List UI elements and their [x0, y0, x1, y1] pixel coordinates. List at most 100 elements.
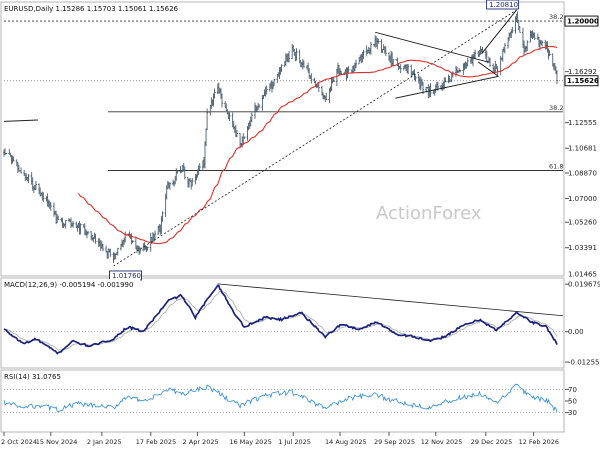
macd-line — [3, 284, 558, 355]
x-tick-label: 14 Aug 2025 — [325, 438, 367, 446]
ohlc-bar — [526, 40, 529, 52]
ohlc-bar — [310, 73, 313, 84]
x-tick-label: 15 Nov 2024 — [36, 438, 78, 446]
macd-title: MACD(12,26,9) -0.005194 -0.001990 — [4, 281, 133, 289]
ohlc-bar — [548, 50, 551, 56]
rsi-line — [3, 383, 558, 413]
y-tick-label: 1.05260 — [568, 219, 597, 227]
ohlc-bar — [354, 59, 358, 69]
ohlc-bar — [541, 40, 544, 47]
chart-title: EURUSD,Daily 1.15286 1.15703 1.15061 1.1… — [4, 5, 179, 13]
ohlc-bar — [466, 57, 469, 67]
channel-upper-line — [375, 31, 488, 63]
level-price-tag: 1.20000 — [564, 15, 599, 27]
ohlc-bar — [459, 69, 462, 73]
channel-breakout-line — [481, 9, 517, 55]
ohlc-bar — [287, 50, 291, 63]
ohlc-bar — [302, 60, 305, 68]
prior-level-segment — [3, 119, 39, 122]
ohlc-bar — [511, 26, 514, 34]
ohlc-bar — [228, 111, 231, 121]
ohlc-bar — [176, 170, 179, 174]
ohlc-bar — [161, 211, 164, 222]
ohlc-bar — [555, 70, 559, 84]
ohlc-bar — [250, 112, 253, 123]
ohlc-bar — [503, 43, 506, 54]
rsi-y-tick-label: 50 — [568, 398, 577, 406]
channel-lower-line — [395, 75, 499, 99]
ohlc-bar — [139, 247, 142, 254]
ohlc-bar — [191, 177, 194, 187]
x-tick-label: 2 Apr 2025 — [183, 438, 219, 446]
ohlc-bar — [444, 77, 447, 83]
ohlc-bar — [243, 136, 246, 139]
ohlc-bar — [183, 166, 186, 180]
ohlc-bar — [34, 180, 38, 190]
ohlc-bar — [116, 247, 119, 256]
macd-panel — [0, 277, 565, 369]
ohlc-bar — [235, 130, 238, 138]
rsi-panel — [0, 369, 565, 433]
y-tick-label: 1.01465 — [568, 271, 597, 279]
ohlc-bar — [280, 64, 283, 72]
ohlc-bar — [86, 231, 90, 235]
channel-close-line — [478, 61, 499, 77]
ohlc-bar — [79, 223, 82, 235]
fib-level-label: 38.2 — [549, 13, 563, 21]
price-box: 1.01760 — [109, 270, 142, 281]
ohlc-bar — [64, 219, 67, 229]
ohlc-bar — [94, 233, 97, 244]
ohlc-bar — [220, 93, 224, 108]
ohlc-bar — [12, 156, 15, 162]
ohlc-bar — [27, 174, 30, 183]
x-tick-label: 16 May 2025 — [229, 438, 271, 446]
last-price-label: 1.15626 — [567, 77, 599, 85]
ohlc-bar — [384, 46, 387, 57]
ohlc-bar — [488, 57, 492, 67]
macd-trendline — [217, 283, 564, 317]
y-tick-label: 1.12555 — [568, 119, 597, 127]
ohlc-bar — [325, 92, 328, 100]
level-price-label: 1.20000 — [567, 18, 599, 26]
ohlc-bar — [213, 88, 216, 99]
x-tick-label: 12 Nov 2025 — [421, 438, 463, 446]
macd-y-tick-label: 0.019679 — [568, 281, 600, 289]
ohlc-bar — [377, 38, 380, 44]
ohlc-bar — [198, 163, 201, 170]
ohlc-bar — [42, 192, 45, 202]
y-tick-label: 1.03391 — [568, 244, 597, 252]
x-tick-label: 29 Sep 2025 — [374, 438, 415, 446]
ohlc-bar — [451, 71, 454, 78]
rsi-y-tick-label: 30 — [568, 409, 577, 417]
ohlc-bar — [340, 70, 343, 75]
last-price-tag: 1.15626 — [564, 75, 599, 87]
ohlc-bar — [533, 32, 536, 41]
ohlc-bar — [265, 85, 268, 95]
x-tick-label: 12 Feb 2026 — [519, 438, 559, 446]
moving-average-line — [77, 45, 558, 245]
y-tick-label: 1.08870 — [568, 169, 597, 177]
price-box-label: 1.01760 — [112, 272, 141, 280]
ohlc-bar — [496, 66, 499, 75]
ohlc-bar — [131, 239, 134, 244]
ohlc-bar — [101, 243, 105, 252]
fib-level-label: 38.2 — [549, 104, 563, 112]
ohlc-bar — [258, 104, 261, 108]
ohlc-bar — [57, 215, 60, 221]
ohlc-bar — [72, 220, 75, 228]
ohlc-bar — [407, 63, 410, 75]
rsi-y-tick-label: 70 — [568, 386, 577, 394]
ohlc-bar — [19, 167, 23, 174]
ohlc-bar — [5, 152, 8, 155]
ohlc-bar — [429, 83, 432, 98]
price-box-label: 1.20810 — [489, 1, 518, 9]
ohlc-bar — [206, 108, 209, 131]
ohlc-bar — [414, 75, 417, 82]
price-panel — [0, 1, 565, 277]
y-tick-label: 1.10681 — [568, 145, 597, 153]
x-tick-label: 17 Feb 2025 — [136, 438, 176, 446]
ohlc-bar — [317, 83, 320, 93]
macd-y-tick-label: 0.00 — [568, 328, 584, 336]
y-tick-label: 1.07000 — [568, 195, 597, 203]
x-tick-label: 2 Jan 2025 — [87, 438, 122, 446]
